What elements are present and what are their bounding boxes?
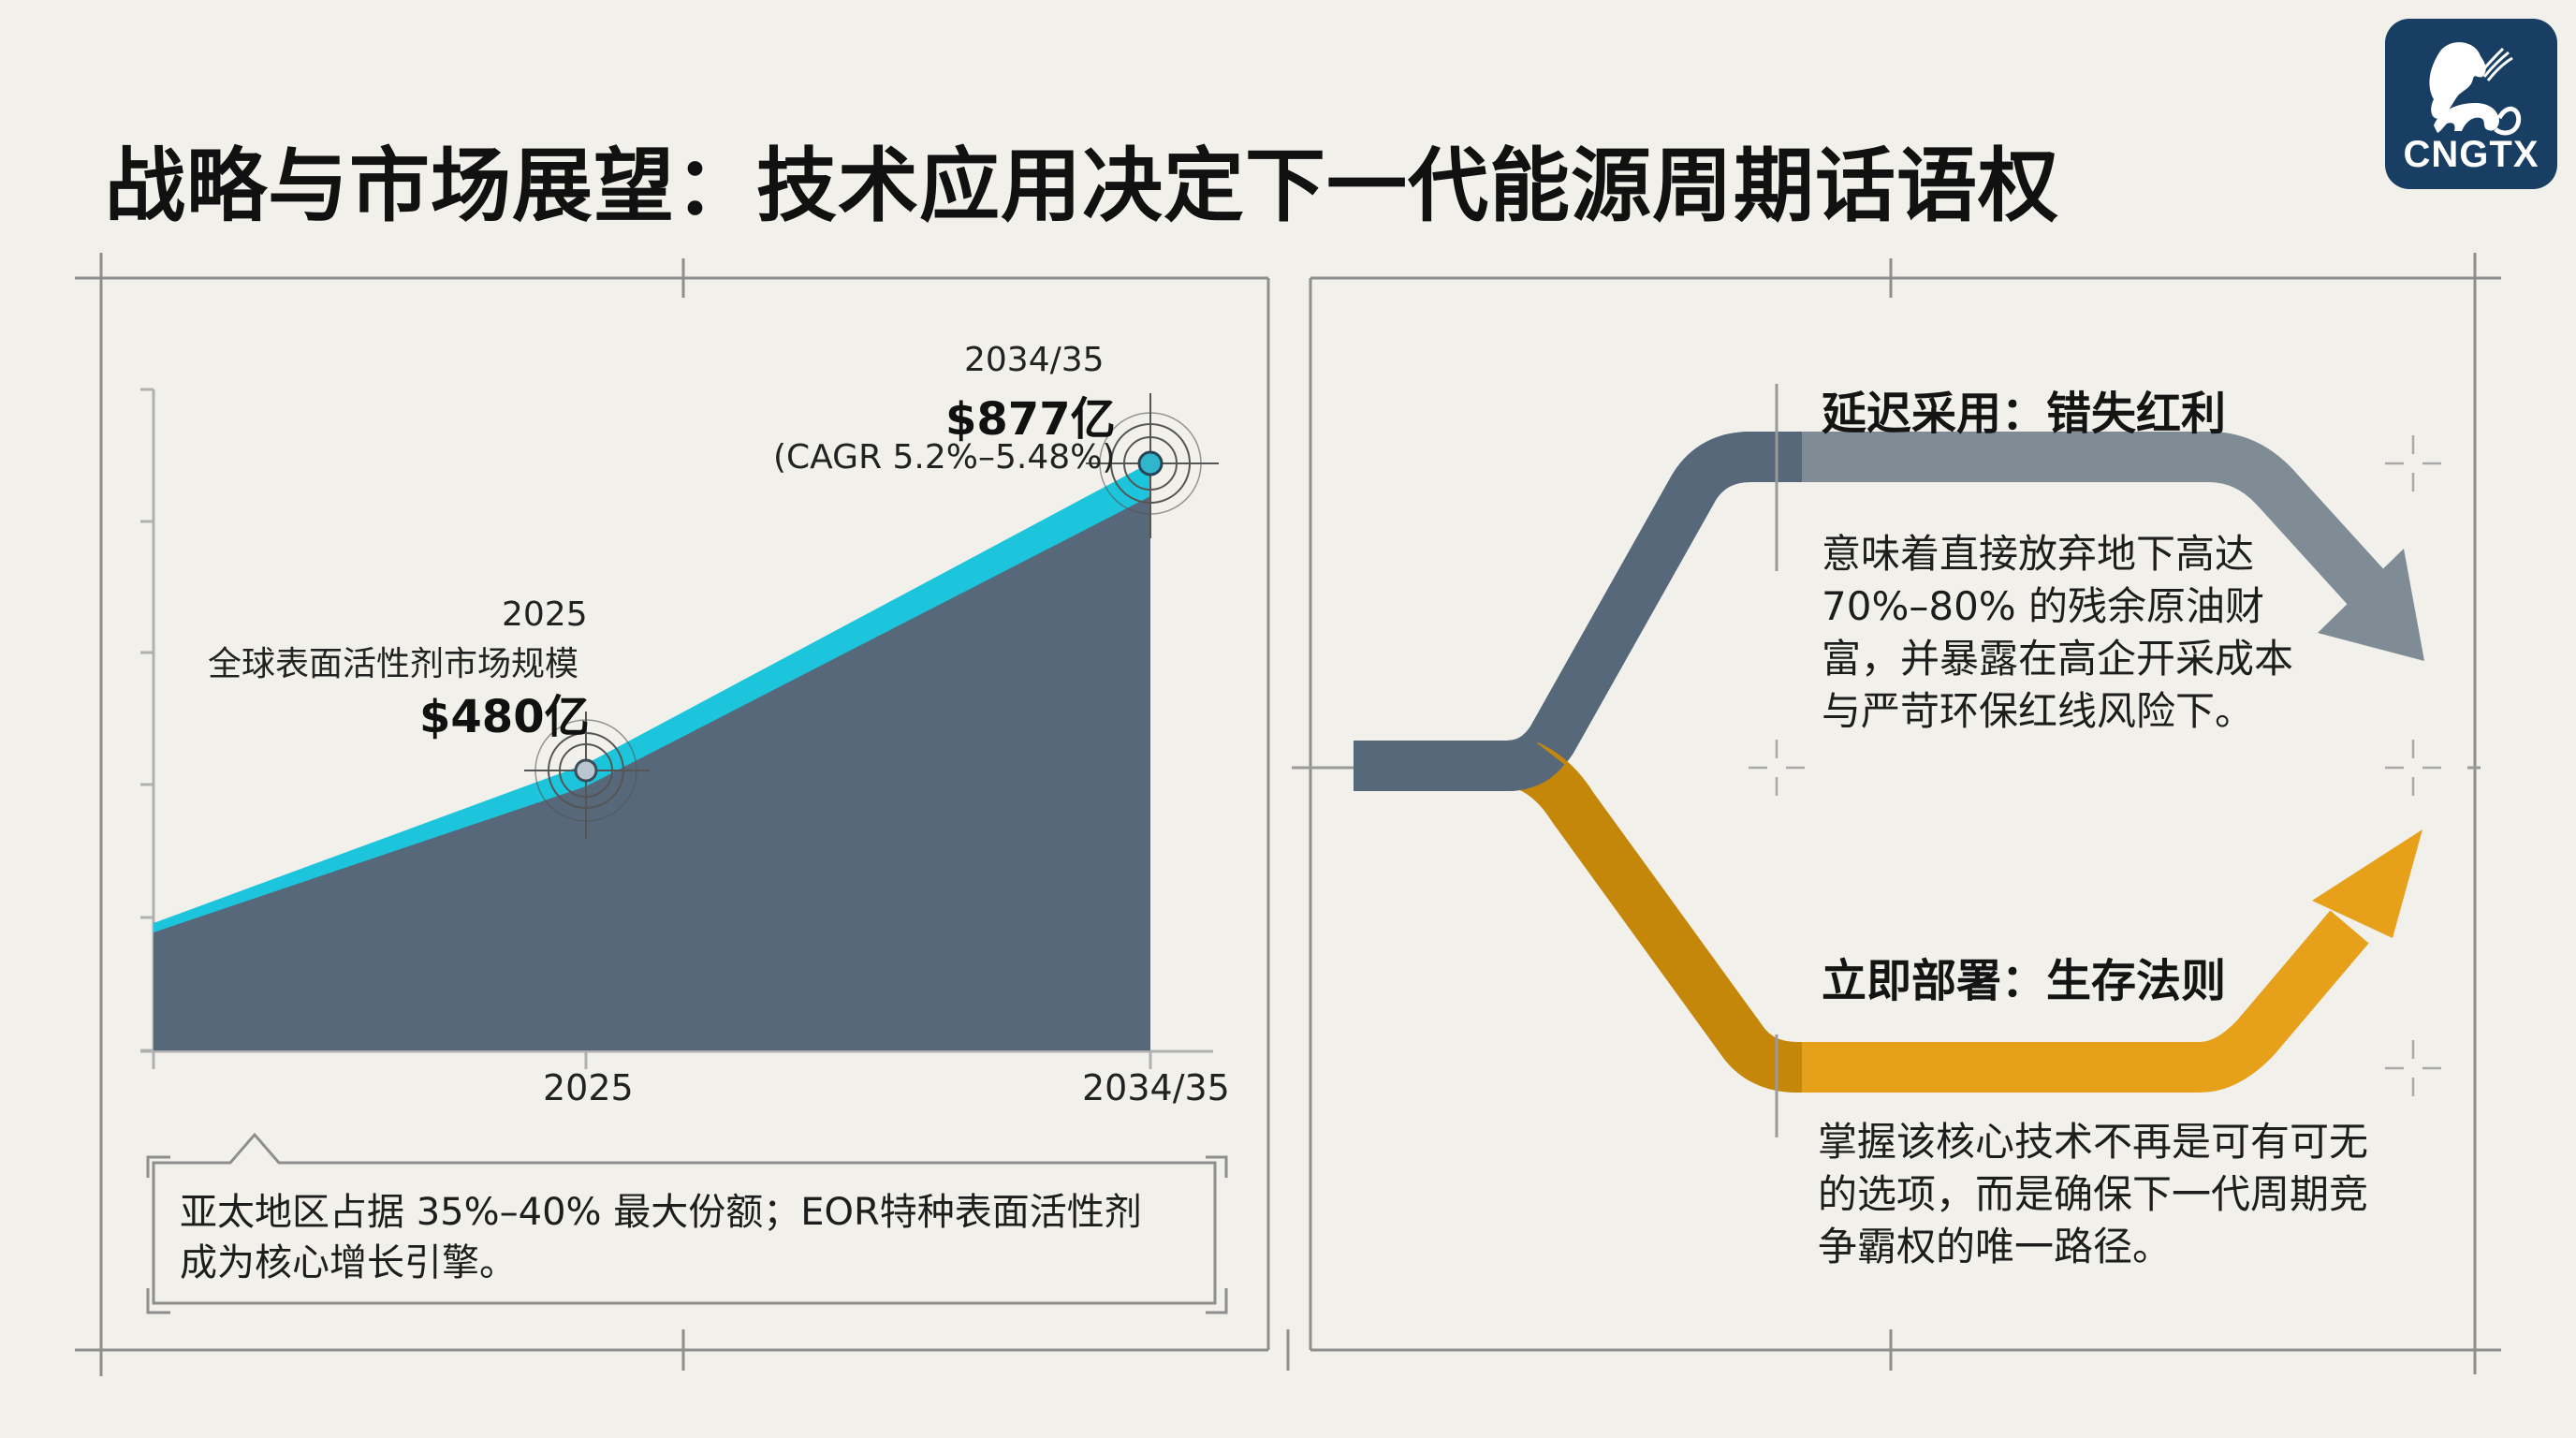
- deploy-body-line: 掌握该核心技术不再是可有可无: [1818, 1119, 2369, 1165]
- deploy-body-line: 的选项，而是确保下一代周期竞: [1818, 1171, 2369, 1217]
- point-2035-marker: [1137, 450, 1164, 477]
- point-2025-description: 全球表面活性剂市场规模: [208, 645, 579, 683]
- point-2025-value: $480亿: [419, 691, 590, 743]
- deploy-body: 掌握该核心技术不再是可有可无 的选项，而是确保下一代周期竞 争霸权的唯一路径。: [1818, 1116, 2417, 1273]
- deploy-title: 立即部署：生存法则: [1822, 955, 2227, 1007]
- point-2035-year: 2034/35: [964, 341, 1105, 379]
- delay-title: 延迟采用：错失红利: [1822, 388, 2227, 440]
- point-2025-year: 2025: [502, 595, 588, 634]
- brand-logo: CNGTX: [2385, 19, 2557, 189]
- point-2035-cagr: (CAGR 5.2%–5.48%): [773, 438, 1116, 477]
- delay-body-line: 70%–80% 的残余原油财: [1822, 583, 2265, 629]
- x-axis-label-2025: 2025: [543, 1067, 634, 1108]
- logo-text: CNGTX: [2403, 134, 2539, 175]
- region-note: 亚太地区占据 35%–40% 最大份额；EOR特种表面活性剂成为核心增长引擎。: [180, 1191, 1142, 1284]
- lion-icon: [2429, 42, 2522, 136]
- point-2025-marker: [574, 758, 598, 783]
- delay-body: 意味着直接放弃地下高达 70%–80% 的残余原油财 富，并暴露在高企开采成本 …: [1822, 528, 2346, 738]
- note-box: [146, 1132, 1228, 1314]
- point-2035-value: $877亿: [945, 393, 1116, 446]
- delay-body-line: 富，并暴露在高企开采成本: [1822, 636, 2294, 682]
- delay-body-line: 与严苛环保红线风险下。: [1822, 688, 2255, 734]
- deploy-body-line: 争霸权的唯一路径。: [1818, 1224, 2173, 1269]
- x-axis-label-2035: 2034/35: [1082, 1067, 1230, 1108]
- delay-body-line: 意味着直接放弃地下高达: [1822, 531, 2255, 577]
- page-title: 战略与市场展望：技术应用决定下一代能源周期话语权: [105, 139, 2059, 233]
